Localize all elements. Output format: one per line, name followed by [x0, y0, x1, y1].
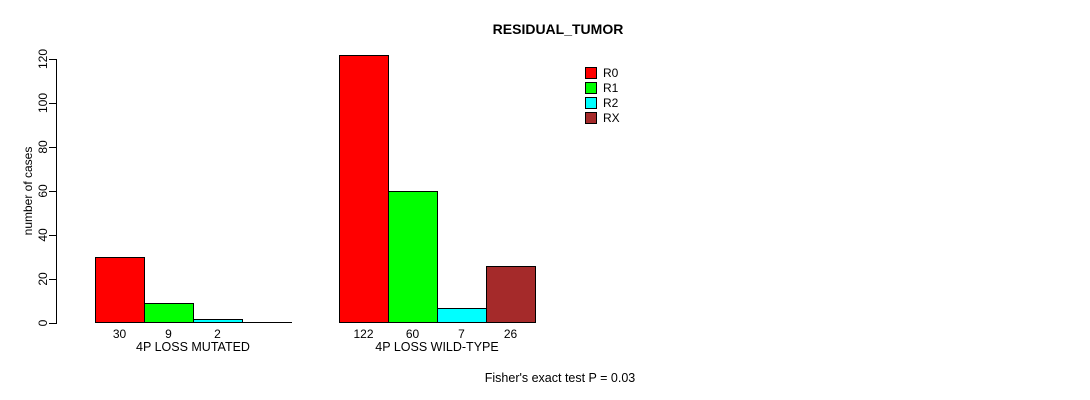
legend-item-rx: RX [585, 110, 620, 125]
bar-value-label: 30 [112, 327, 127, 341]
legend-item-r0: R0 [585, 65, 620, 80]
bar-r0 [339, 55, 389, 323]
bar-r2 [193, 319, 243, 323]
category-label: 4P LOSS MUTATED [136, 340, 250, 354]
legend-label: R2 [603, 95, 619, 110]
y-tick-label: 100 [36, 92, 50, 114]
y-axis-tick [49, 323, 56, 324]
bar-value-label: 26 [503, 327, 518, 341]
chart-title: RESIDUAL_TUMOR [492, 21, 624, 37]
y-tick-label: 60 [36, 184, 50, 198]
bar-value-label: 2 [214, 327, 221, 341]
bar-rx [486, 266, 536, 323]
y-axis-tick [49, 59, 56, 60]
bar-value-label: 9 [165, 327, 172, 341]
legend-label: R0 [603, 65, 619, 80]
y-axis-tick [49, 103, 56, 104]
legend-label: R1 [603, 80, 619, 95]
legend-swatch-r0 [585, 66, 597, 79]
legend-swatch-r2 [585, 96, 597, 109]
y-axis-tick [49, 279, 56, 280]
legend-item-r2: R2 [585, 95, 620, 110]
legend: R0 R1 R2 RX [585, 65, 620, 125]
bar-value-label: 60 [405, 327, 420, 341]
y-axis-tick [49, 191, 56, 192]
category-label: 4P LOSS WILD-TYPE [375, 340, 499, 354]
bar-value-label: 7 [458, 327, 465, 341]
y-tick-label: 20 [36, 272, 50, 286]
stats-annotation: Fisher's exact test P = 0.03 [484, 371, 636, 385]
y-axis-tick [49, 147, 56, 148]
bar-r1 [144, 303, 194, 323]
y-axis-label: number of cases [21, 146, 35, 236]
y-tick-label: 0 [36, 319, 50, 327]
y-tick-label: 40 [36, 228, 50, 242]
y-axis-tick [49, 235, 56, 236]
bar-r1 [388, 191, 438, 323]
y-axis-line [56, 59, 57, 324]
legend-item-r1: R1 [585, 80, 620, 95]
legend-swatch-rx [585, 111, 597, 124]
y-tick-label: 80 [36, 140, 50, 154]
legend-label: RX [603, 110, 620, 125]
y-tick-label: 120 [36, 48, 50, 70]
bar-r2 [437, 308, 487, 323]
bar-value-label: 122 [353, 327, 374, 341]
legend-swatch-r1 [585, 81, 597, 94]
bar-r0 [95, 257, 145, 323]
